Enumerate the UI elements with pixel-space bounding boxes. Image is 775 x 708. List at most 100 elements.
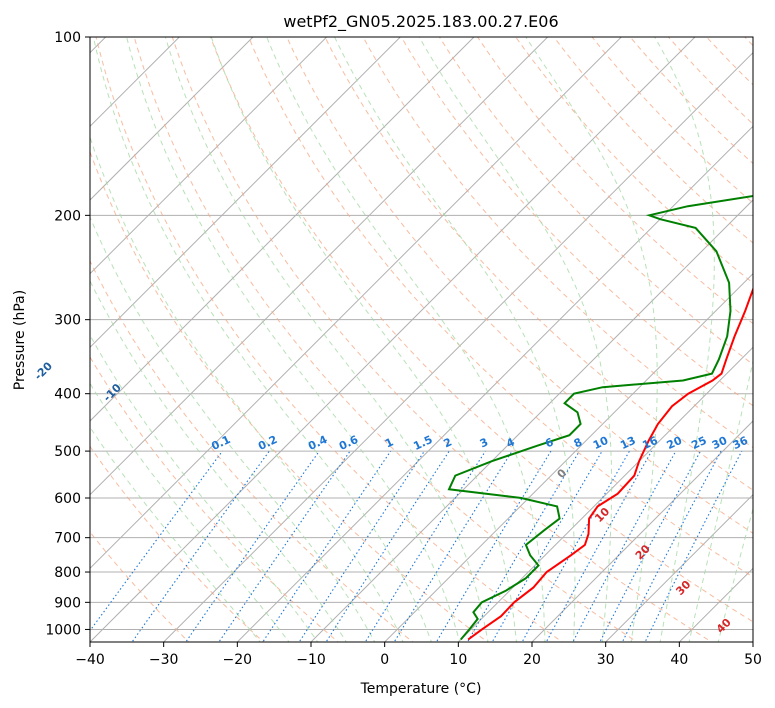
dry-adiabat-label: -20: [32, 359, 55, 382]
y-tick-label: 200: [54, 208, 81, 224]
isotherm-line: [90, 37, 181, 128]
mixing-ratio-label: 1: [383, 435, 395, 450]
x-tick-label: −30: [149, 652, 179, 668]
moist-adiabat-label: 20: [633, 542, 653, 562]
mixing-ratio-line: [131, 450, 270, 642]
y-tick-label: 500: [54, 444, 81, 460]
grid-layer: [90, 24, 775, 645]
moist-adiabat-label: 40: [714, 616, 734, 636]
moist-adiabat-line: [90, 135, 404, 642]
dry-adiabat-line: [770, 24, 775, 645]
x-tick-label: 10: [449, 652, 467, 668]
dry-adiabat-line: [209, 37, 753, 623]
isotherm-line: [236, 125, 753, 642]
isotherm-line: [678, 567, 753, 642]
mixing-ratio-line: [90, 450, 223, 632]
isotherm-line: [310, 199, 753, 642]
mixing-ratio-label: 0.4: [306, 433, 329, 453]
mixing-ratio-line: [572, 450, 677, 642]
y-tick-label: 1000: [45, 622, 81, 638]
moist-adiabat-line: [654, 37, 715, 642]
x-tick-label: 20: [523, 652, 541, 668]
x-tick-label: 40: [670, 652, 688, 668]
mixing-ratio-line: [298, 450, 425, 642]
dry-adiabat-line: [438, 37, 753, 366]
y-tick-label: 800: [54, 565, 81, 581]
isotherm-line: [90, 37, 696, 642]
moist-adiabat-line: [92, 37, 432, 642]
isotherm-line: [604, 493, 753, 642]
x-axis: −40 −30 −20 −10 0 10 20 30 40 50: [75, 642, 762, 668]
mixing-ratio-label: 13: [618, 434, 637, 452]
mixing-ratio-line: [218, 450, 351, 642]
isotherm-line: [90, 37, 254, 201]
isotherm-line: [531, 420, 753, 642]
dry-adiabat-line: [90, 445, 265, 642]
moist-adiabat-line: [164, 37, 489, 642]
moist-adiabat-line: [90, 215, 376, 642]
mixing-ratio-label: 3: [478, 435, 490, 450]
y-tick-label: 700: [54, 531, 81, 547]
moist-adiabat-line: [525, 37, 658, 642]
x-tick-label: −20: [223, 652, 253, 668]
dry-adiabat-line: [744, 37, 753, 47]
mixing-ratio-label: 16: [640, 434, 660, 452]
y-tick-label: 100: [54, 30, 81, 46]
y-tick-label: 600: [54, 491, 81, 507]
mixing-ratio-label: 1.5: [411, 433, 434, 453]
x-axis-title: Temperature (°C): [360, 681, 482, 697]
dry-adiabat-line: [171, 37, 713, 642]
moist-adiabat-line: [210, 37, 518, 642]
dry-adiabat-line: [362, 37, 753, 449]
isotherm-line: [90, 37, 475, 422]
mixing-ratio-label: 6: [543, 435, 556, 450]
mixing-ratio-label: 36: [731, 434, 751, 452]
mixing-ratio-label: 0.1: [209, 433, 232, 453]
x-tick-label: 0: [380, 652, 389, 668]
mixing-ratio-line: [393, 450, 513, 642]
isotherm-line: [457, 346, 753, 642]
mixing-ratio-label: 20: [665, 434, 685, 452]
y-axis: 100 200 300 400 500 600 700 800 900 1000: [45, 30, 90, 638]
dry-adiabat-line: [286, 37, 753, 534]
x-tick-label: −10: [296, 652, 326, 668]
chart-title: wetPf2_GN05.2025.183.00.27.E06: [283, 12, 558, 32]
moist-adiabat-line: [90, 426, 261, 642]
moist-adiabat-line: [334, 37, 576, 642]
plot-frame: [89, 36, 754, 643]
y-axis-title: Pressure (hPa): [12, 290, 28, 390]
dry-adiabat-line: [248, 37, 753, 578]
isotherm-line: [90, 37, 549, 496]
mixing-ratio-line: [599, 450, 701, 642]
dry-adiabat-line: [95, 37, 564, 642]
temperature-profile-line: [467, 286, 753, 641]
dry-adiabat-line: [667, 37, 753, 125]
mixing-ratio-label: 0.6: [337, 433, 360, 453]
mixing-ratio-line: [466, 450, 580, 642]
isotherm-line: [383, 272, 753, 642]
mixing-ratio-line: [185, 450, 320, 642]
x-tick-label: −40: [75, 652, 105, 668]
series-layer: [447, 195, 753, 641]
dry-adiabat-line: [515, 37, 753, 284]
x-tick-label: 30: [597, 652, 615, 668]
dry-adiabat-line: [90, 150, 489, 642]
dry-adiabat-line: [400, 37, 753, 407]
isotherm-line: [162, 51, 753, 642]
moist-adiabat-label: 10: [592, 505, 612, 525]
dry-adiabat-line: [90, 531, 190, 642]
isotherm-line: [90, 37, 402, 349]
mixing-ratio-label: 25: [689, 434, 708, 452]
dry-adiabat-line: [90, 356, 340, 642]
moist-adiabat-line: [418, 37, 613, 642]
moist-adiabat-label: 30: [673, 578, 693, 598]
dewpoint-profile-line: [447, 195, 753, 641]
mixing-ratio-line: [644, 450, 743, 642]
moist-adiabat-line: [266, 37, 546, 642]
dry-adiabat-line: [90, 259, 414, 642]
mixing-ratio-line: [364, 450, 486, 642]
y-tick-label: 300: [54, 313, 81, 329]
dry-adiabat-line: [133, 37, 638, 642]
dry-adiabat-label: -10: [101, 381, 124, 404]
